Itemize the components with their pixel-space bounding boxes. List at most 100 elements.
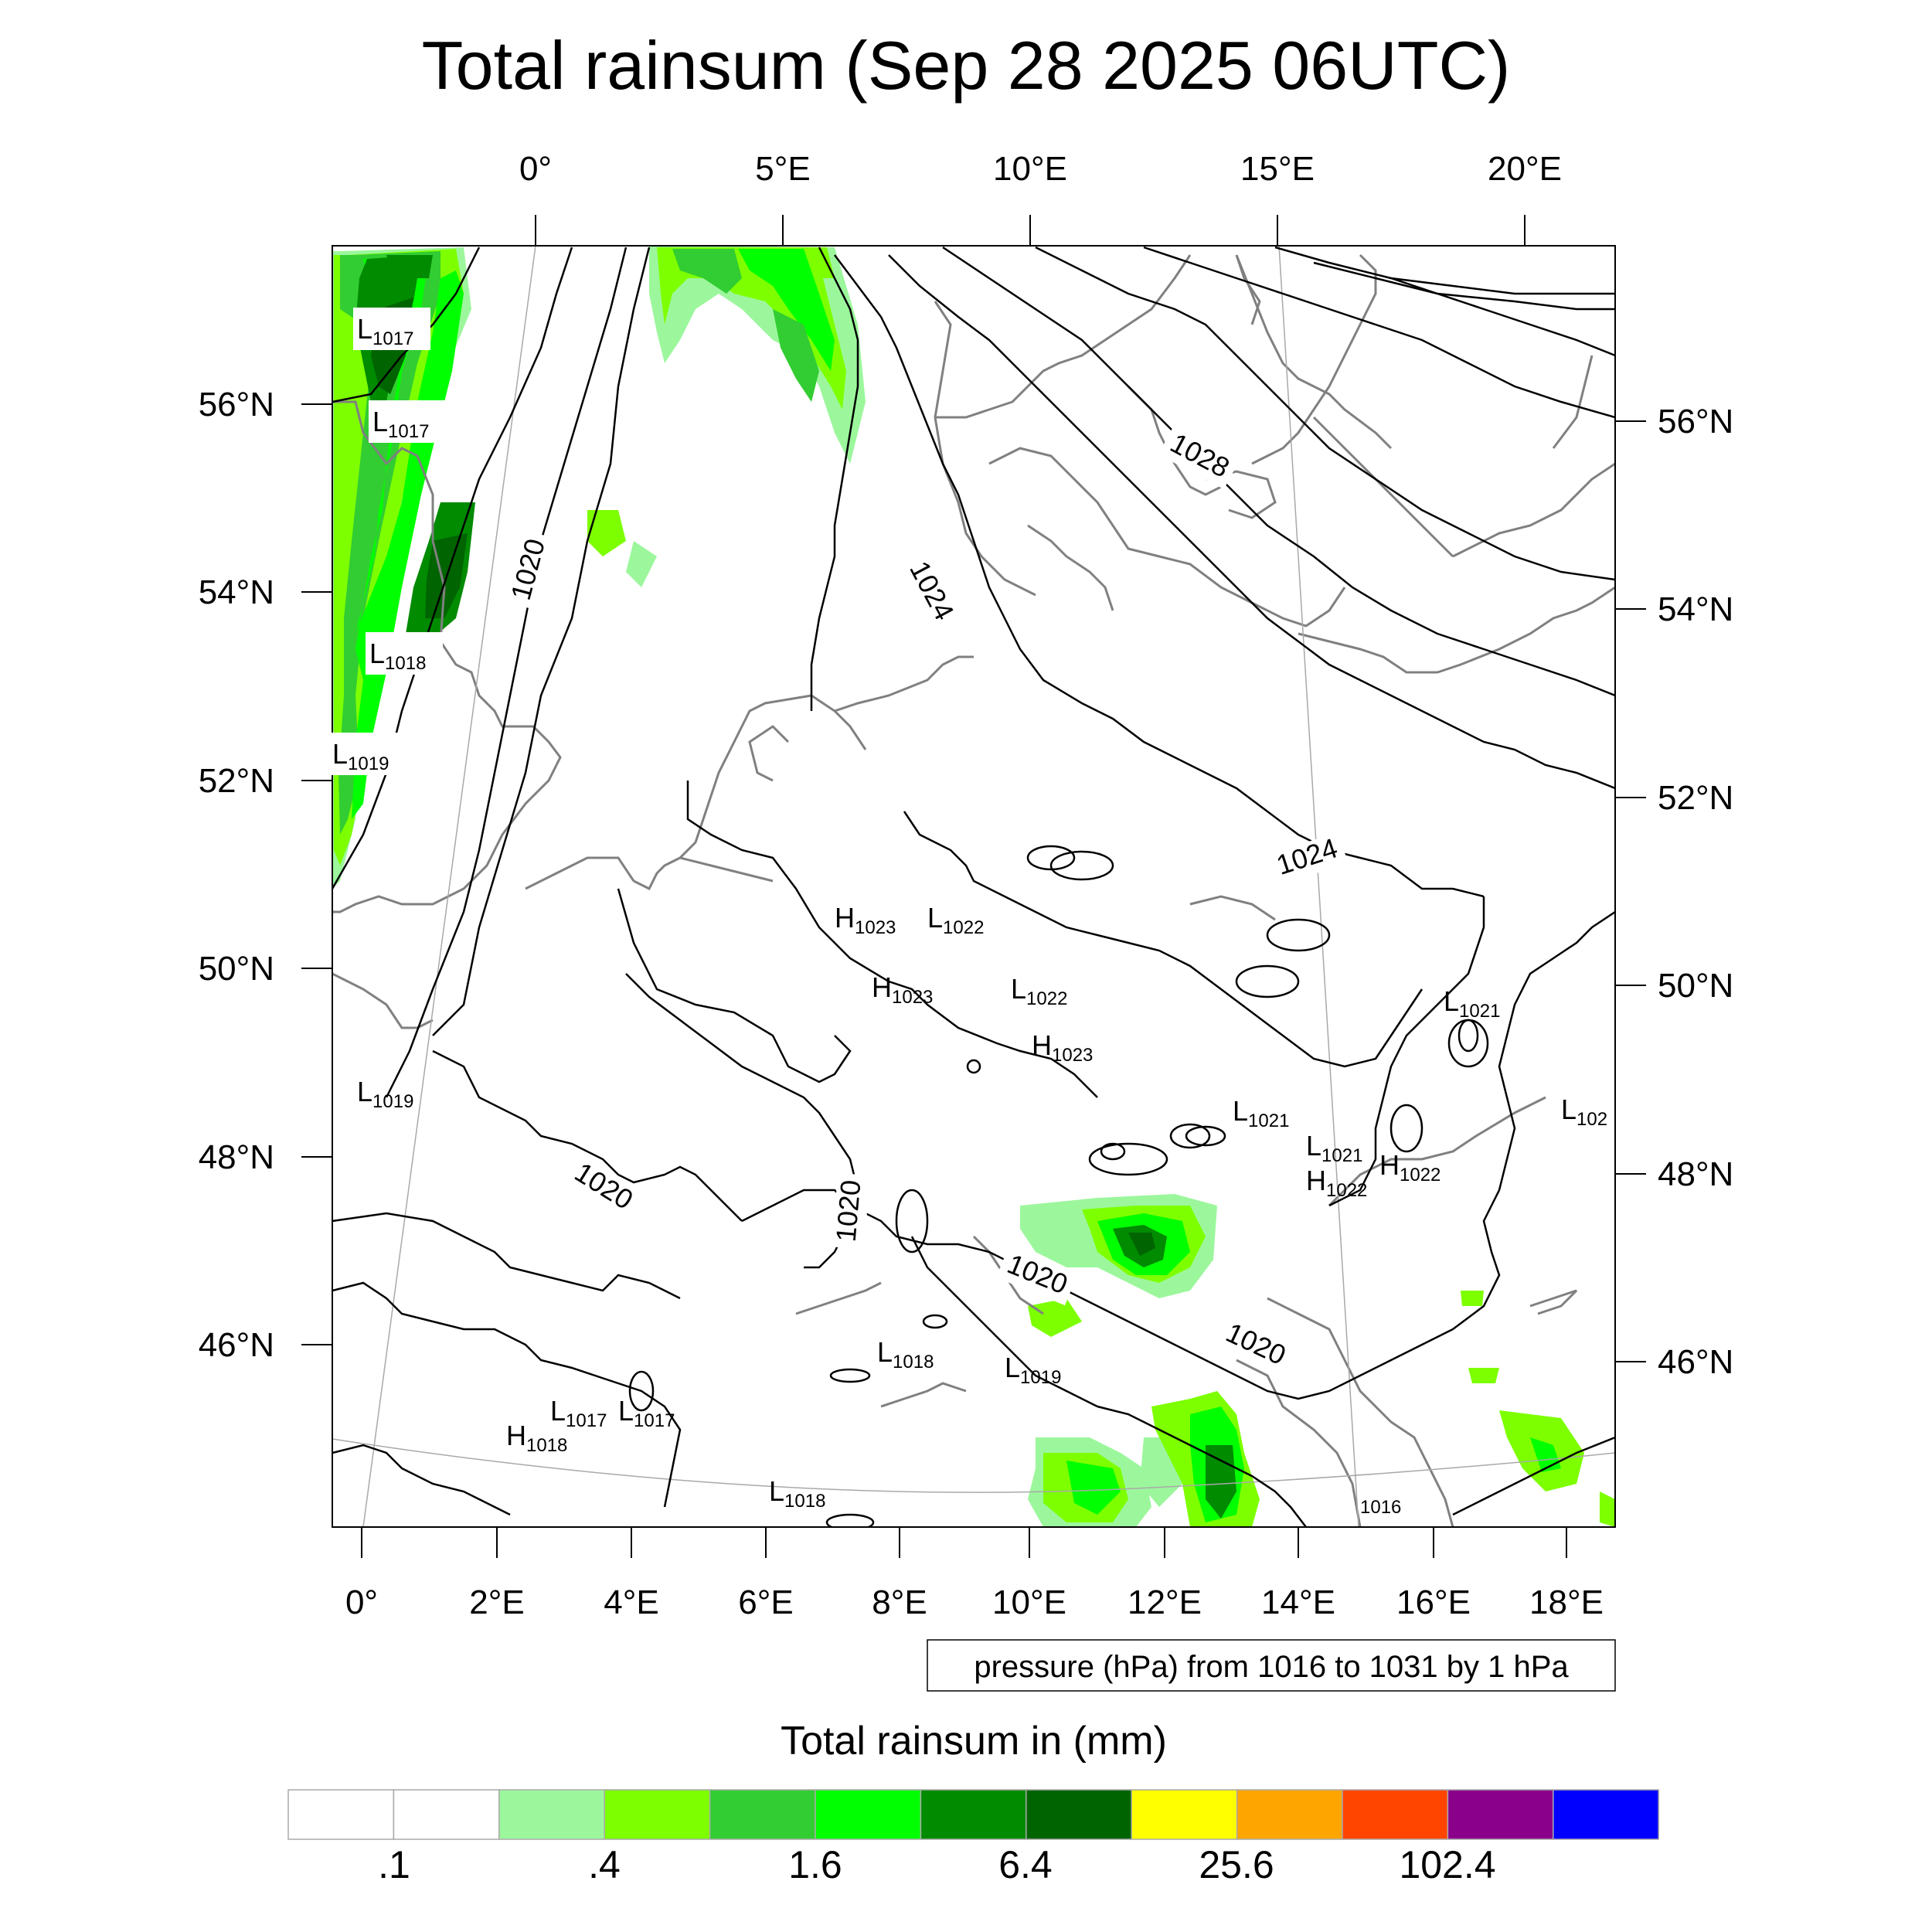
pressure-center-label: H1023 — [1032, 1029, 1093, 1066]
svg-text:H1023: H1023 — [872, 971, 933, 1008]
contour-info-text: pressure (hPa) from 1016 to 1031 by 1 hP… — [974, 1650, 1569, 1684]
tick-label: 52°N — [1658, 779, 1733, 817]
svg-text:L1017: L1017 — [357, 313, 413, 349]
isobars — [332, 246, 1615, 1527]
left-latitude-labels: 56°N 54°N 52°N 50°N 48°N 46°N — [199, 386, 274, 1364]
colorbar-label: 25.6 — [1199, 1843, 1274, 1886]
isobar-label: 1020 — [830, 1172, 871, 1250]
colorbar-label: .1 — [378, 1843, 410, 1886]
bottom-longitude-labels: 0° 2°E 4°E 6°E 8°E 10°E 12°E 14°E 16°E 1… — [345, 1583, 1604, 1621]
tick-label: 56°N — [1658, 403, 1733, 440]
pressure-center-label: H1023 — [835, 902, 896, 938]
pressure-center-label: L1019 — [1005, 1352, 1061, 1388]
map-frame — [332, 245, 1616, 1528]
tick-label: 14°E — [1261, 1583, 1335, 1621]
right-latitude-labels: 56°N 54°N 52°N 50°N 48°N 46°N — [1658, 403, 1733, 1381]
tick-label: 10°E — [993, 150, 1067, 188]
colorbar-label: 6.4 — [998, 1843, 1053, 1886]
svg-text:L1019: L1019 — [332, 738, 389, 774]
svg-text:H1023: H1023 — [1032, 1029, 1093, 1066]
pressure-center-label: L1021 — [1306, 1130, 1362, 1166]
isobar-label: 1024 — [897, 551, 962, 633]
isobar-label: 1020 — [562, 1155, 643, 1222]
tick-label: 50°N — [199, 950, 274, 988]
pressure-center-label: L1022 — [1011, 973, 1067, 1009]
svg-text:L1018: L1018 — [769, 1475, 825, 1512]
pressure-center-label: L1021 — [1233, 1095, 1289, 1131]
tick-label: 20°E — [1488, 150, 1562, 188]
isobar-label: 1028 — [1158, 425, 1240, 490]
map-title: Total rainsum (Sep 28 2025 06UTC) — [422, 27, 1511, 104]
contour-info-box: pressure (hPa) from 1016 to 1031 by 1 hP… — [927, 1639, 1616, 1692]
tick-label: 48°N — [199, 1138, 274, 1176]
tick-label: 8°E — [872, 1583, 927, 1621]
graticule — [332, 246, 1615, 1527]
pressure-center-label: L1019 — [328, 733, 406, 775]
pressure-center-label: H1018 — [506, 1420, 567, 1456]
colorbar-swatch — [815, 1789, 922, 1840]
colorbar-label: 1.6 — [788, 1843, 842, 1886]
pressure-center-label: H1022 — [1379, 1149, 1440, 1185]
tick-label: 48°N — [1658, 1155, 1733, 1193]
pressure-center-label: L1017 — [353, 308, 430, 350]
colorbar — [287, 1789, 1659, 1840]
tick-label: 0° — [519, 150, 552, 188]
colorbar-swatch — [604, 1789, 711, 1840]
colorbar-swatch — [1553, 1789, 1659, 1840]
pressure-center-label: L1019 — [357, 1076, 413, 1112]
svg-text:H1022: H1022 — [1306, 1165, 1367, 1201]
svg-text:L1017: L1017 — [372, 406, 429, 442]
tick-label: 54°N — [199, 573, 274, 611]
svg-text:L1022: L1022 — [927, 902, 984, 938]
svg-text:L1017: L1017 — [550, 1395, 607, 1431]
svg-text:H1018: H1018 — [506, 1420, 567, 1456]
svg-text:1020: 1020 — [830, 1179, 867, 1243]
pressure-center-label: L1018 — [366, 632, 443, 675]
pressure-center-label: L1018 — [769, 1475, 825, 1512]
tick-label: 52°N — [199, 762, 274, 800]
colorbar-swatch — [498, 1789, 605, 1840]
pressure-center-label: L1022 — [927, 902, 984, 938]
tick-label: 16°E — [1396, 1583, 1471, 1621]
tick-label: 54°N — [1658, 590, 1733, 628]
colorbar-swatch — [1342, 1789, 1449, 1840]
edge-isobar-label: 1016 — [1360, 1497, 1401, 1518]
colorbar-swatch — [920, 1789, 1027, 1840]
coastlines — [332, 253, 1615, 1527]
tick-label: 6°E — [738, 1583, 793, 1621]
colorbar-label: .4 — [588, 1843, 621, 1886]
pressure-center-label: H1023 — [872, 971, 933, 1008]
pressure-center-label: L102 — [1561, 1094, 1607, 1130]
top-longitude-labels: 0° 5°E 10°E 15°E 20°E — [519, 150, 1562, 188]
isobar-label: 1020 — [1214, 1315, 1296, 1377]
tick-label: 46°N — [1658, 1343, 1733, 1381]
colorbar-swatch — [709, 1789, 816, 1840]
isobar-label: 1020 — [505, 529, 556, 611]
tick-label: 0° — [345, 1583, 378, 1621]
pressure-center-label: L1017 — [550, 1395, 607, 1431]
colorbar-swatch — [1447, 1789, 1554, 1840]
colorbar-swatch — [287, 1789, 395, 1840]
pressure-center-label: L1018 — [877, 1336, 934, 1372]
pressure-centers: L1017 L1017 L1018 L1019 L1019 H1023 L102… — [328, 308, 1607, 1518]
svg-text:L1021: L1021 — [1233, 1095, 1289, 1131]
colorbar-label: 102.4 — [1399, 1843, 1495, 1886]
svg-text:1020: 1020 — [505, 536, 551, 604]
colorbar-labels: .1 .4 1.6 6.4 25.6 102.4 — [378, 1843, 1495, 1886]
svg-text:L1018: L1018 — [877, 1336, 934, 1372]
tick-label: 50°N — [1658, 967, 1733, 1005]
svg-text:L1017: L1017 — [618, 1395, 675, 1431]
tick-label: 12°E — [1128, 1583, 1202, 1621]
tick-label: 46°N — [199, 1326, 274, 1364]
colorbar-swatch — [393, 1789, 500, 1840]
svg-text:L1022: L1022 — [1011, 973, 1067, 1009]
pressure-center-label: L1021 — [1444, 985, 1500, 1022]
rain-field — [332, 246, 1615, 1527]
tick-label: 10°E — [992, 1583, 1066, 1621]
svg-text:L1021: L1021 — [1306, 1130, 1362, 1166]
svg-text:H1022: H1022 — [1379, 1149, 1440, 1185]
colorbar-title: Total rainsum in (mm) — [781, 1719, 1167, 1764]
pressure-center-label: L1017 — [369, 400, 446, 443]
pressure-center-label: L1017 — [618, 1395, 675, 1431]
pressure-center-label: H1022 — [1306, 1165, 1367, 1201]
